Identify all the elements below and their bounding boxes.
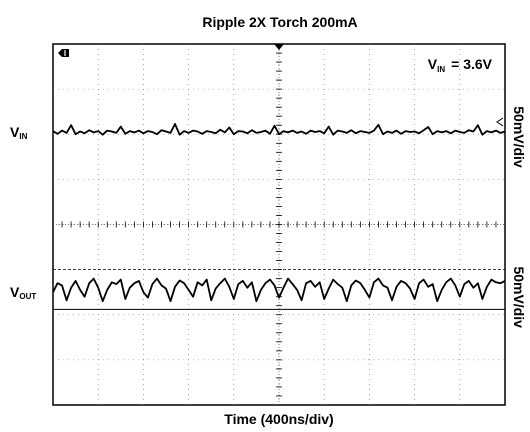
vin-annotation: VIN = 3.6V [428,56,493,74]
chart-title: Ripple 2X Torch 200mA [202,14,357,30]
traces [52,123,506,310]
scale-label-out: 50mV/div [511,266,527,328]
trigger-level-icon [496,117,504,127]
trace-in [52,123,506,136]
vin-annotation-value: = 3.6V [451,56,493,72]
series-label-symbol: V [10,284,20,300]
series-label-symbol: V [10,124,20,140]
channel-marker-icon [58,49,69,57]
vin-annotation-symbol: V [428,56,438,72]
trigger-position-icon [274,44,284,50]
series-label-subscript: OUT [19,292,36,301]
trace-out [52,277,506,303]
series-label-subscript: IN [19,132,27,141]
series-label-in: VIN [10,124,28,141]
x-axis-label: Time (400ns/div) [224,411,333,427]
scale-label-in: 50mV/div [511,106,527,168]
series-label-out: VOUT [10,284,36,301]
vin-annotation-subscript: IN [437,65,445,74]
markers [58,44,504,127]
